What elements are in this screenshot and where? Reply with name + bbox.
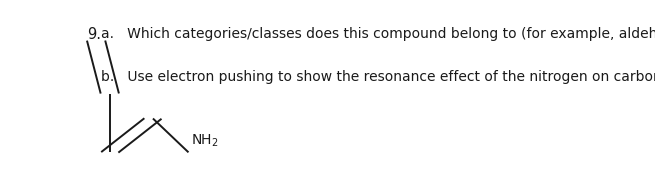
Text: b.   Use electron pushing to show the resonance effect of the nitrogen on carbon: b. Use electron pushing to show the reso… <box>101 70 655 84</box>
Text: a.   Which categories/classes does this compound belong to (for example, aldehyd: a. Which categories/classes does this co… <box>101 27 655 41</box>
Text: 9.: 9. <box>87 27 101 42</box>
Text: NH$_2$: NH$_2$ <box>191 132 219 149</box>
